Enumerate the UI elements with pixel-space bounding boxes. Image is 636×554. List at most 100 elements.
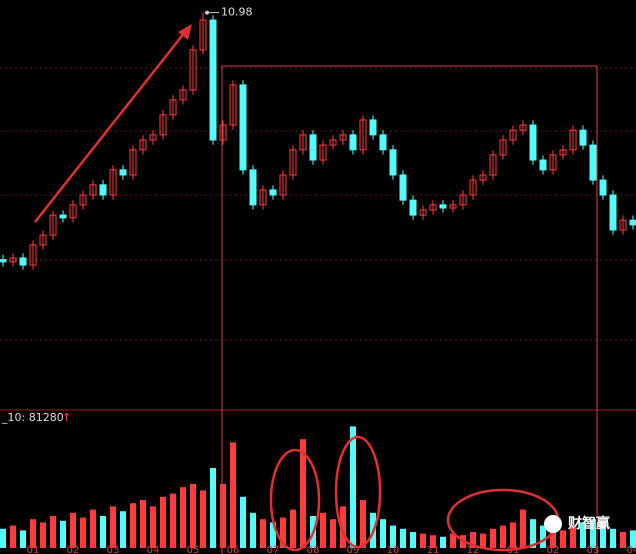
volume-bar [540, 525, 546, 548]
volume-bar [100, 516, 106, 548]
candle-body [339, 134, 347, 141]
candle-body [269, 189, 277, 196]
candle-body [589, 144, 597, 181]
volume-bar [620, 532, 626, 548]
candle-body [179, 89, 187, 101]
x-tick-label: 03 [107, 545, 120, 554]
volume-bar [450, 533, 456, 548]
x-tick-label: 11 [427, 545, 440, 554]
volume-bar [290, 509, 296, 548]
candle-body [259, 189, 267, 206]
peak-label: 10.98 [221, 6, 253, 19]
x-tick-label: 10 [387, 545, 400, 554]
volume-bar [40, 522, 46, 548]
volume-bar [180, 487, 186, 548]
volume-bar [70, 512, 76, 548]
candle-body [129, 149, 137, 176]
candle-body [69, 204, 77, 219]
volume-bar [220, 484, 226, 548]
candle-body [399, 174, 407, 201]
volume-bar [440, 536, 446, 548]
candle-body [529, 124, 537, 161]
volume-bar [130, 503, 136, 548]
volume-bar [0, 528, 6, 548]
candle-body [449, 204, 457, 209]
x-tick-label: 07 [267, 545, 280, 554]
candle-body [479, 174, 487, 181]
candle-body [539, 159, 547, 171]
volume-bar [500, 525, 506, 548]
candle-body [349, 134, 357, 151]
candle-body [119, 169, 127, 176]
volume-bar [480, 533, 486, 548]
x-tick-label: 09 [347, 545, 360, 554]
volume-bar [340, 506, 346, 548]
candle-body [9, 257, 17, 263]
watermark: 财智赢 [567, 515, 610, 532]
highlight-box [221, 65, 598, 554]
volume-bar [50, 516, 56, 548]
volume-bar [530, 519, 536, 548]
candle-body [519, 124, 527, 131]
candle-body [509, 129, 517, 141]
volume-bar [160, 496, 166, 548]
volume-bar [360, 500, 366, 548]
candle-body [609, 194, 617, 231]
candle-body [359, 119, 367, 151]
candle-body [469, 179, 477, 196]
volume-bar [560, 530, 566, 548]
volume-bar [90, 509, 96, 548]
volume-bar [390, 525, 396, 548]
volume-bar [60, 520, 66, 548]
candle-body [29, 244, 37, 266]
candle-body [89, 184, 97, 196]
volume-bar [240, 496, 246, 548]
volume-bar [140, 500, 146, 548]
x-tick-label: 04 [147, 545, 160, 554]
volume-bar [580, 522, 586, 548]
volume-bar [630, 530, 636, 548]
volume-bar [110, 506, 116, 548]
volume-bar [330, 519, 336, 548]
x-tick-label: 01 [27, 545, 40, 554]
x-tick-label: 05 [187, 545, 200, 554]
x-tick-label: 03 [587, 545, 600, 554]
volume-bar [430, 535, 436, 548]
candle-body [459, 194, 467, 206]
volume-bar [590, 519, 596, 548]
arrow-head [178, 24, 192, 40]
candle-body [379, 134, 387, 151]
x-tick-label: 12 [467, 545, 480, 554]
candle-body [159, 114, 167, 136]
volume-bar [470, 532, 476, 548]
volume-bar [10, 525, 16, 548]
candle-body [79, 194, 87, 206]
volume-bar [280, 517, 286, 548]
candle-body [369, 119, 377, 136]
volume-bar [350, 426, 356, 548]
volume-bar [410, 532, 416, 548]
x-tick-label: 04 [627, 545, 636, 554]
candle-body [319, 144, 327, 161]
volume-bar [570, 527, 576, 548]
volume-bar [550, 528, 556, 548]
candle-body [169, 99, 177, 116]
highlight-ellipse [269, 448, 321, 552]
x-tick-label: 02 [67, 545, 80, 554]
volume-bar [380, 519, 386, 548]
candle-body [299, 134, 307, 151]
volume-bar [520, 509, 526, 548]
candle-body [189, 49, 197, 91]
volume-bar [490, 528, 496, 548]
candle-body [279, 174, 287, 196]
volume-bar [190, 484, 196, 548]
candle-body [139, 139, 147, 151]
candle-body [389, 149, 397, 176]
candle-body [619, 219, 627, 231]
volume-bar [420, 533, 426, 548]
candle-body [199, 19, 207, 51]
volume-bar [200, 490, 206, 548]
candle-body [239, 84, 247, 171]
